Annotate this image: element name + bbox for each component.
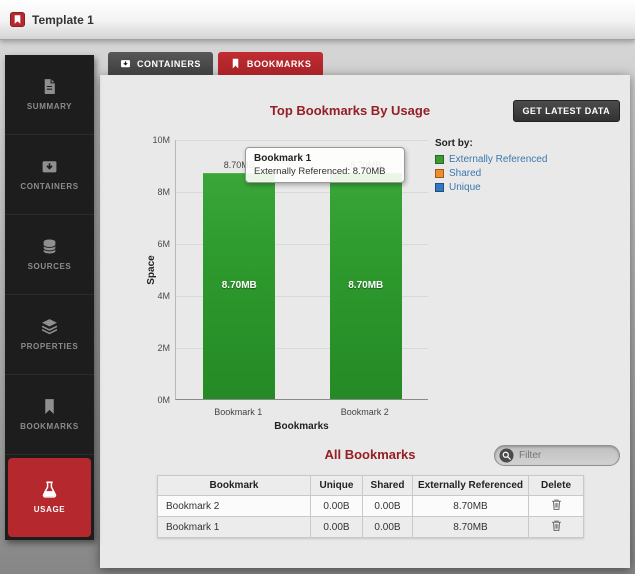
y-tick-label: 8M	[157, 187, 170, 197]
legend-swatch	[435, 183, 444, 192]
chart-title: Top Bookmarks By Usage	[269, 103, 431, 118]
x-category-label: Bookmark 1	[214, 407, 263, 417]
cell-externally-referenced: 8.70MB	[412, 516, 529, 538]
sidebar-item-label: USAGE	[33, 505, 66, 514]
table-row[interactable]: Bookmark 1 0.00B 0.00B 8.70MB	[157, 516, 584, 538]
y-tick-label: 0M	[157, 395, 170, 405]
legend-label: Unique	[449, 182, 481, 193]
filter-input[interactable]	[519, 450, 615, 461]
cell-delete	[528, 516, 584, 538]
cell-unique: 0.00B	[310, 495, 363, 517]
sidebar-item-usage[interactable]: USAGE	[8, 458, 91, 537]
y-tick-label: 6M	[157, 239, 170, 249]
chart-tooltip: Bookmark 1 Externally Referenced: 8.70MB	[245, 147, 405, 183]
legend-item-unique[interactable]: Unique	[435, 182, 547, 193]
legend-item-externally-referenced[interactable]: Externally Referenced	[435, 154, 547, 165]
sidebar-item-sources[interactable]: SOURCES	[5, 215, 94, 295]
gridline	[176, 348, 428, 349]
search-icon	[499, 448, 514, 463]
bar-value-label: 8.70MB	[348, 279, 384, 291]
cell-bookmark: Bookmark 1	[157, 516, 311, 538]
tab-bar: CONTAINERS BOOKMARKS	[108, 52, 324, 75]
sidebar-item-label: BOOKMARKS	[20, 422, 79, 431]
cell-shared: 0.00B	[362, 516, 413, 538]
gridline	[176, 296, 428, 297]
x-category-label: Bookmark 2	[340, 407, 389, 417]
all-bookmarks-title: All Bookmarks	[324, 447, 416, 462]
tab-label: BOOKMARKS	[246, 58, 312, 69]
sidebar-item-containers[interactable]: CONTAINERS	[5, 135, 94, 215]
cell-shared: 0.00B	[362, 495, 413, 517]
cell-delete	[528, 495, 584, 517]
table-header-row: Bookmark Unique Shared Externally Reference…	[157, 475, 584, 496]
sidebar-item-label: CONTAINERS	[20, 182, 79, 191]
column-header-unique[interactable]: Unique	[310, 475, 363, 496]
column-header-shared[interactable]: Shared	[362, 475, 413, 496]
usage-chart: Space 0M2M4M6M8M10M8.70MB8.70MB8.70MB8.7…	[100, 130, 630, 445]
main-panel: Top Bookmarks By Usage GET LATEST DATA S…	[100, 75, 630, 568]
legend-item-shared[interactable]: Shared	[435, 168, 547, 179]
table-row[interactable]: Bookmark 2 0.00B 0.00B 8.70MB	[157, 495, 584, 517]
column-header-bookmark[interactable]: Bookmark	[157, 475, 311, 496]
bookmarks-ribbon-icon	[230, 58, 241, 69]
cell-bookmark: Bookmark 2	[157, 495, 311, 517]
y-tick-label: 10M	[152, 135, 170, 145]
bar-value-label: 8.70MB	[221, 279, 257, 291]
sidebar-item-summary[interactable]: SUMMARY	[5, 55, 94, 135]
column-header-delete[interactable]: Delete	[528, 475, 584, 496]
containers-box-icon	[41, 158, 58, 175]
cell-externally-referenced: 8.70MB	[412, 495, 529, 517]
sidebar-item-label: PROPERTIES	[20, 342, 79, 351]
sidebar-nav: SUMMARY CONTAINERS SOURCES PROPERTIES BOOKMA…	[5, 55, 94, 540]
sidebar-item-label: SUMMARY	[26, 102, 73, 111]
sidebar-item-label: SOURCES	[27, 262, 72, 271]
gridline	[176, 192, 428, 193]
bookmarks-ribbon-icon	[41, 398, 58, 415]
legend-label: Shared	[449, 168, 482, 179]
tab-label: CONTAINERS	[137, 58, 201, 69]
containers-box-icon	[120, 58, 131, 69]
get-latest-data-button[interactable]: GET LATEST DATA	[512, 100, 620, 122]
tooltip-title: Bookmark 1	[254, 153, 312, 164]
template-icon	[10, 12, 25, 27]
filter-box	[494, 445, 620, 466]
usage-flask-icon	[41, 481, 58, 498]
cell-unique: 0.00B	[310, 516, 363, 538]
sources-database-icon	[41, 238, 58, 255]
tooltip-text: Externally Referenced: 8.70MB	[254, 166, 386, 177]
legend-label: Externally Referenced	[449, 154, 548, 165]
tab-bookmarks[interactable]: BOOKMARKS	[217, 52, 324, 75]
sidebar-item-properties[interactable]: PROPERTIES	[5, 295, 94, 375]
chart-legend: Sort by: Externally Referenced Shared Uniq…	[435, 138, 547, 196]
summary-document-icon	[41, 78, 58, 95]
legend-swatch	[435, 169, 444, 178]
legend-swatch	[435, 155, 444, 164]
legend-title: Sort by:	[435, 138, 473, 149]
gridline	[176, 244, 428, 245]
sidebar-item-bookmarks[interactable]: BOOKMARKS	[5, 375, 94, 455]
bar-bookmark-2[interactable]: 8.70MB	[329, 172, 402, 399]
bookmarks-table: Bookmark Unique Shared Externally Reference…	[157, 475, 584, 538]
trash-icon[interactable]	[550, 498, 563, 511]
y-tick-label: 2M	[157, 343, 170, 353]
properties-layers-icon	[41, 318, 58, 335]
y-tick-label: 4M	[157, 291, 170, 301]
bar-top-label: 8.70MB	[223, 159, 255, 170]
gridline	[176, 140, 428, 141]
window-title-bar: Template 1	[0, 0, 635, 40]
bar-bookmark-1[interactable]: 8.70MB	[203, 172, 276, 399]
trash-icon[interactable]	[550, 519, 563, 532]
window-title: Template 1	[32, 12, 94, 27]
tab-containers[interactable]: CONTAINERS	[108, 52, 213, 75]
x-axis-label: Bookmarks	[274, 421, 329, 432]
column-header-externally-referenced[interactable]: Externally Referenced	[412, 475, 529, 496]
